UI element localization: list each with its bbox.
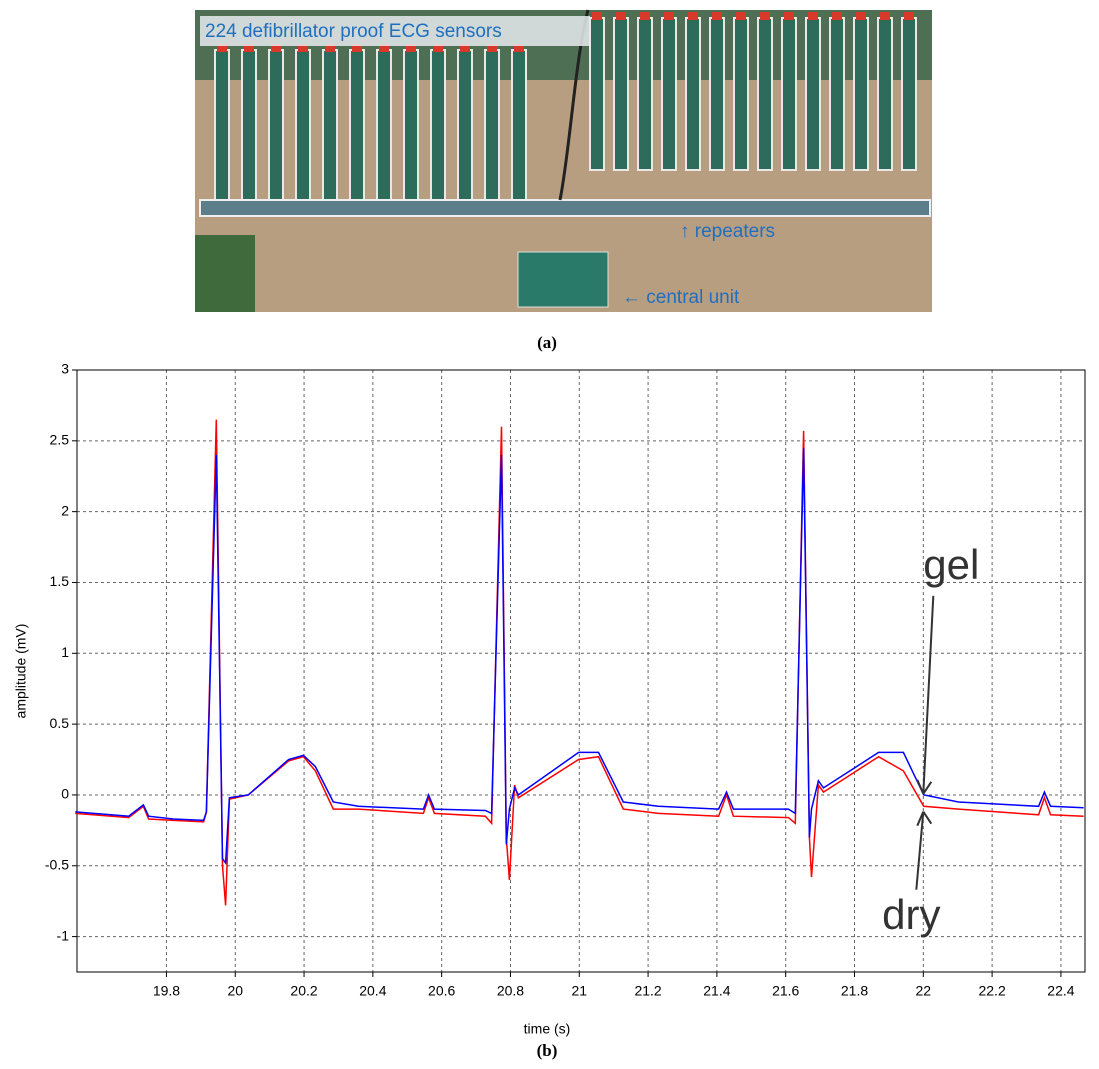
x-tick-label: 19.8 [153,983,180,999]
strip-connector [487,44,497,52]
sensor-strip [613,17,629,171]
strip-connector [712,12,722,20]
sensor-strip [241,49,257,206]
sensor-strip [214,49,230,206]
y-tick-label: -1 [57,927,70,943]
sensor-strip [781,17,797,171]
annotation: gel [923,541,979,588]
plot-frame [76,369,1086,973]
strip-connector [325,44,335,52]
x-tick-label: 21 [571,983,587,999]
strip-connector [217,44,227,52]
strip-connector [514,44,524,52]
sensor-strip [805,17,821,171]
sensor-strip [511,49,527,206]
strip-connector [640,12,650,20]
strip-connector [298,44,308,52]
y-tick-label: 0 [61,786,69,802]
arrow-head [916,779,933,795]
strip-connector [856,12,866,20]
x-axis-label: time (s) [524,1021,571,1037]
x-tick-label: 20.8 [497,983,524,999]
sensor-strip [877,17,893,171]
y-tick-label: 0.5 [50,715,70,731]
x-tick-label: 21.8 [841,983,868,999]
y-tick-label: 3 [61,361,69,377]
y-tick-label: 2.5 [50,432,70,448]
sensor-strip [457,49,473,206]
strip-connector [904,12,914,20]
x-tick-label: 21.6 [772,983,799,999]
sensor-strip [349,49,365,206]
strip-connector [760,12,770,20]
x-tick-label: 22.2 [978,983,1005,999]
annotation-arrow [915,811,925,890]
annotation: dry [882,891,940,938]
strip-connector [460,44,470,52]
sensor-strip [853,17,869,171]
sensor-strip [661,17,677,171]
x-tick-label: 22 [916,983,932,999]
sensor-strip [268,49,284,206]
sensor-strip [829,17,845,171]
data-line [75,419,1084,906]
photo-label: ↑ repeaters [680,221,775,242]
label-box [200,16,590,46]
photo-label: 224 defibrillator proof ECG sensors [205,21,502,42]
y-tick-label: 1 [61,644,69,660]
strip-connector [784,12,794,20]
chart: time (s) amplitude (mV) -1-0.500.511.522… [13,361,1086,1037]
strip-connector [433,44,443,52]
data-line [75,447,1084,866]
strip-connector [244,44,254,52]
strip-connector [880,12,890,20]
strip-connector [406,44,416,52]
strip-connector [592,12,602,20]
photo: 224 defibrillator proof ECG sensors ↑ re… [195,9,932,312]
annotation-arrow [922,595,935,794]
strip-connector [664,12,674,20]
x-tick-label: 20.6 [428,983,455,999]
x-tick-label: 21.4 [703,983,730,999]
strip-connector [271,44,281,52]
strip-connector [352,44,362,52]
photo-grass [195,235,255,312]
x-tick-label: 21.2 [634,983,661,999]
sensor-strip [901,17,917,171]
sensor-strip [484,49,500,206]
y-tick-label: 1.5 [50,573,70,589]
central-unit [517,251,609,308]
caption: (b) [537,1041,558,1060]
sensor-strip [403,49,419,206]
sensor-strip [757,17,773,171]
strip-connector [736,12,746,20]
sensor-strip [589,17,605,171]
sensor-strip [637,17,653,171]
strip-connector [616,12,626,20]
sensor-strip [322,49,338,206]
strip-connector [379,44,389,52]
repeater-bus [199,199,931,217]
strip-connector [808,12,818,20]
y-tick-label: 2 [61,502,69,518]
arrow-head [916,811,933,827]
caption: (a) [537,333,557,352]
sensor-strip [709,17,725,171]
sensor-strip [376,49,392,206]
strip-connector [832,12,842,20]
x-tick-label: 22.4 [1047,983,1074,999]
photo-label: ← central unit [622,287,740,308]
x-tick-label: 20 [227,983,243,999]
x-tick-label: 20.4 [359,983,386,999]
strip-connector [688,12,698,20]
sensor-strip [733,17,749,171]
y-tick-label: -0.5 [45,856,69,872]
y-axis-label: amplitude (mV) [13,624,29,719]
sensor-strip [295,49,311,206]
sensor-strip [430,49,446,206]
sensor-strip [685,17,701,171]
x-tick-label: 20.2 [290,983,317,999]
